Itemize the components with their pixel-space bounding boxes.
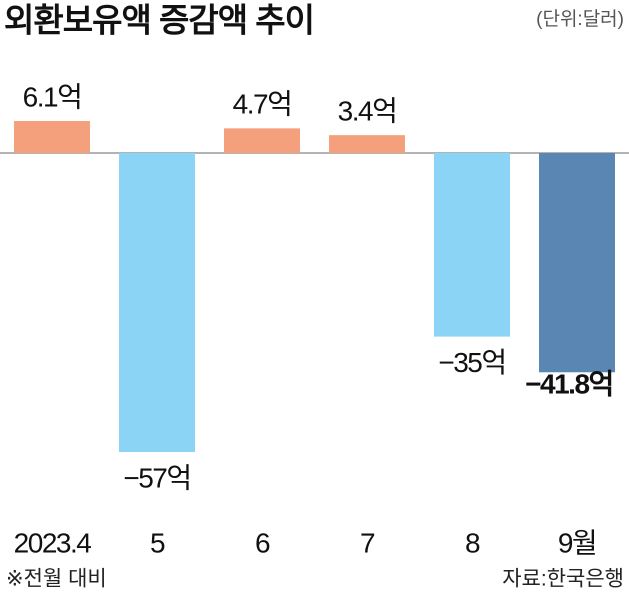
bar <box>14 121 90 153</box>
note: ※전월 대비 <box>6 568 107 591</box>
bar <box>434 153 510 337</box>
x-tick-label: 7 <box>360 527 375 558</box>
x-tick-label: 8 <box>465 527 480 558</box>
value-label: −35억 <box>438 347 505 378</box>
unit-label: (단위:달러) <box>536 8 624 30</box>
bar <box>539 153 615 373</box>
bar <box>119 153 195 452</box>
x-tick-label: 6 <box>255 527 270 558</box>
chart-title: 외환보유액 증감액 추이 <box>4 2 314 39</box>
value-label: 4.7억 <box>233 89 292 120</box>
value-label: 3.4억 <box>338 96 397 127</box>
value-label: −41.8억 <box>525 369 613 400</box>
source: 자료:한국은행 <box>502 568 624 591</box>
x-tick-label: 5 <box>150 527 165 558</box>
bar <box>329 135 405 153</box>
bar <box>224 128 300 153</box>
value-label: 6.1억 <box>23 81 82 112</box>
x-tick-label: 2023.4 <box>14 527 92 558</box>
x-tick-label: 9월 <box>558 527 596 558</box>
value-label: −57억 <box>123 462 190 493</box>
